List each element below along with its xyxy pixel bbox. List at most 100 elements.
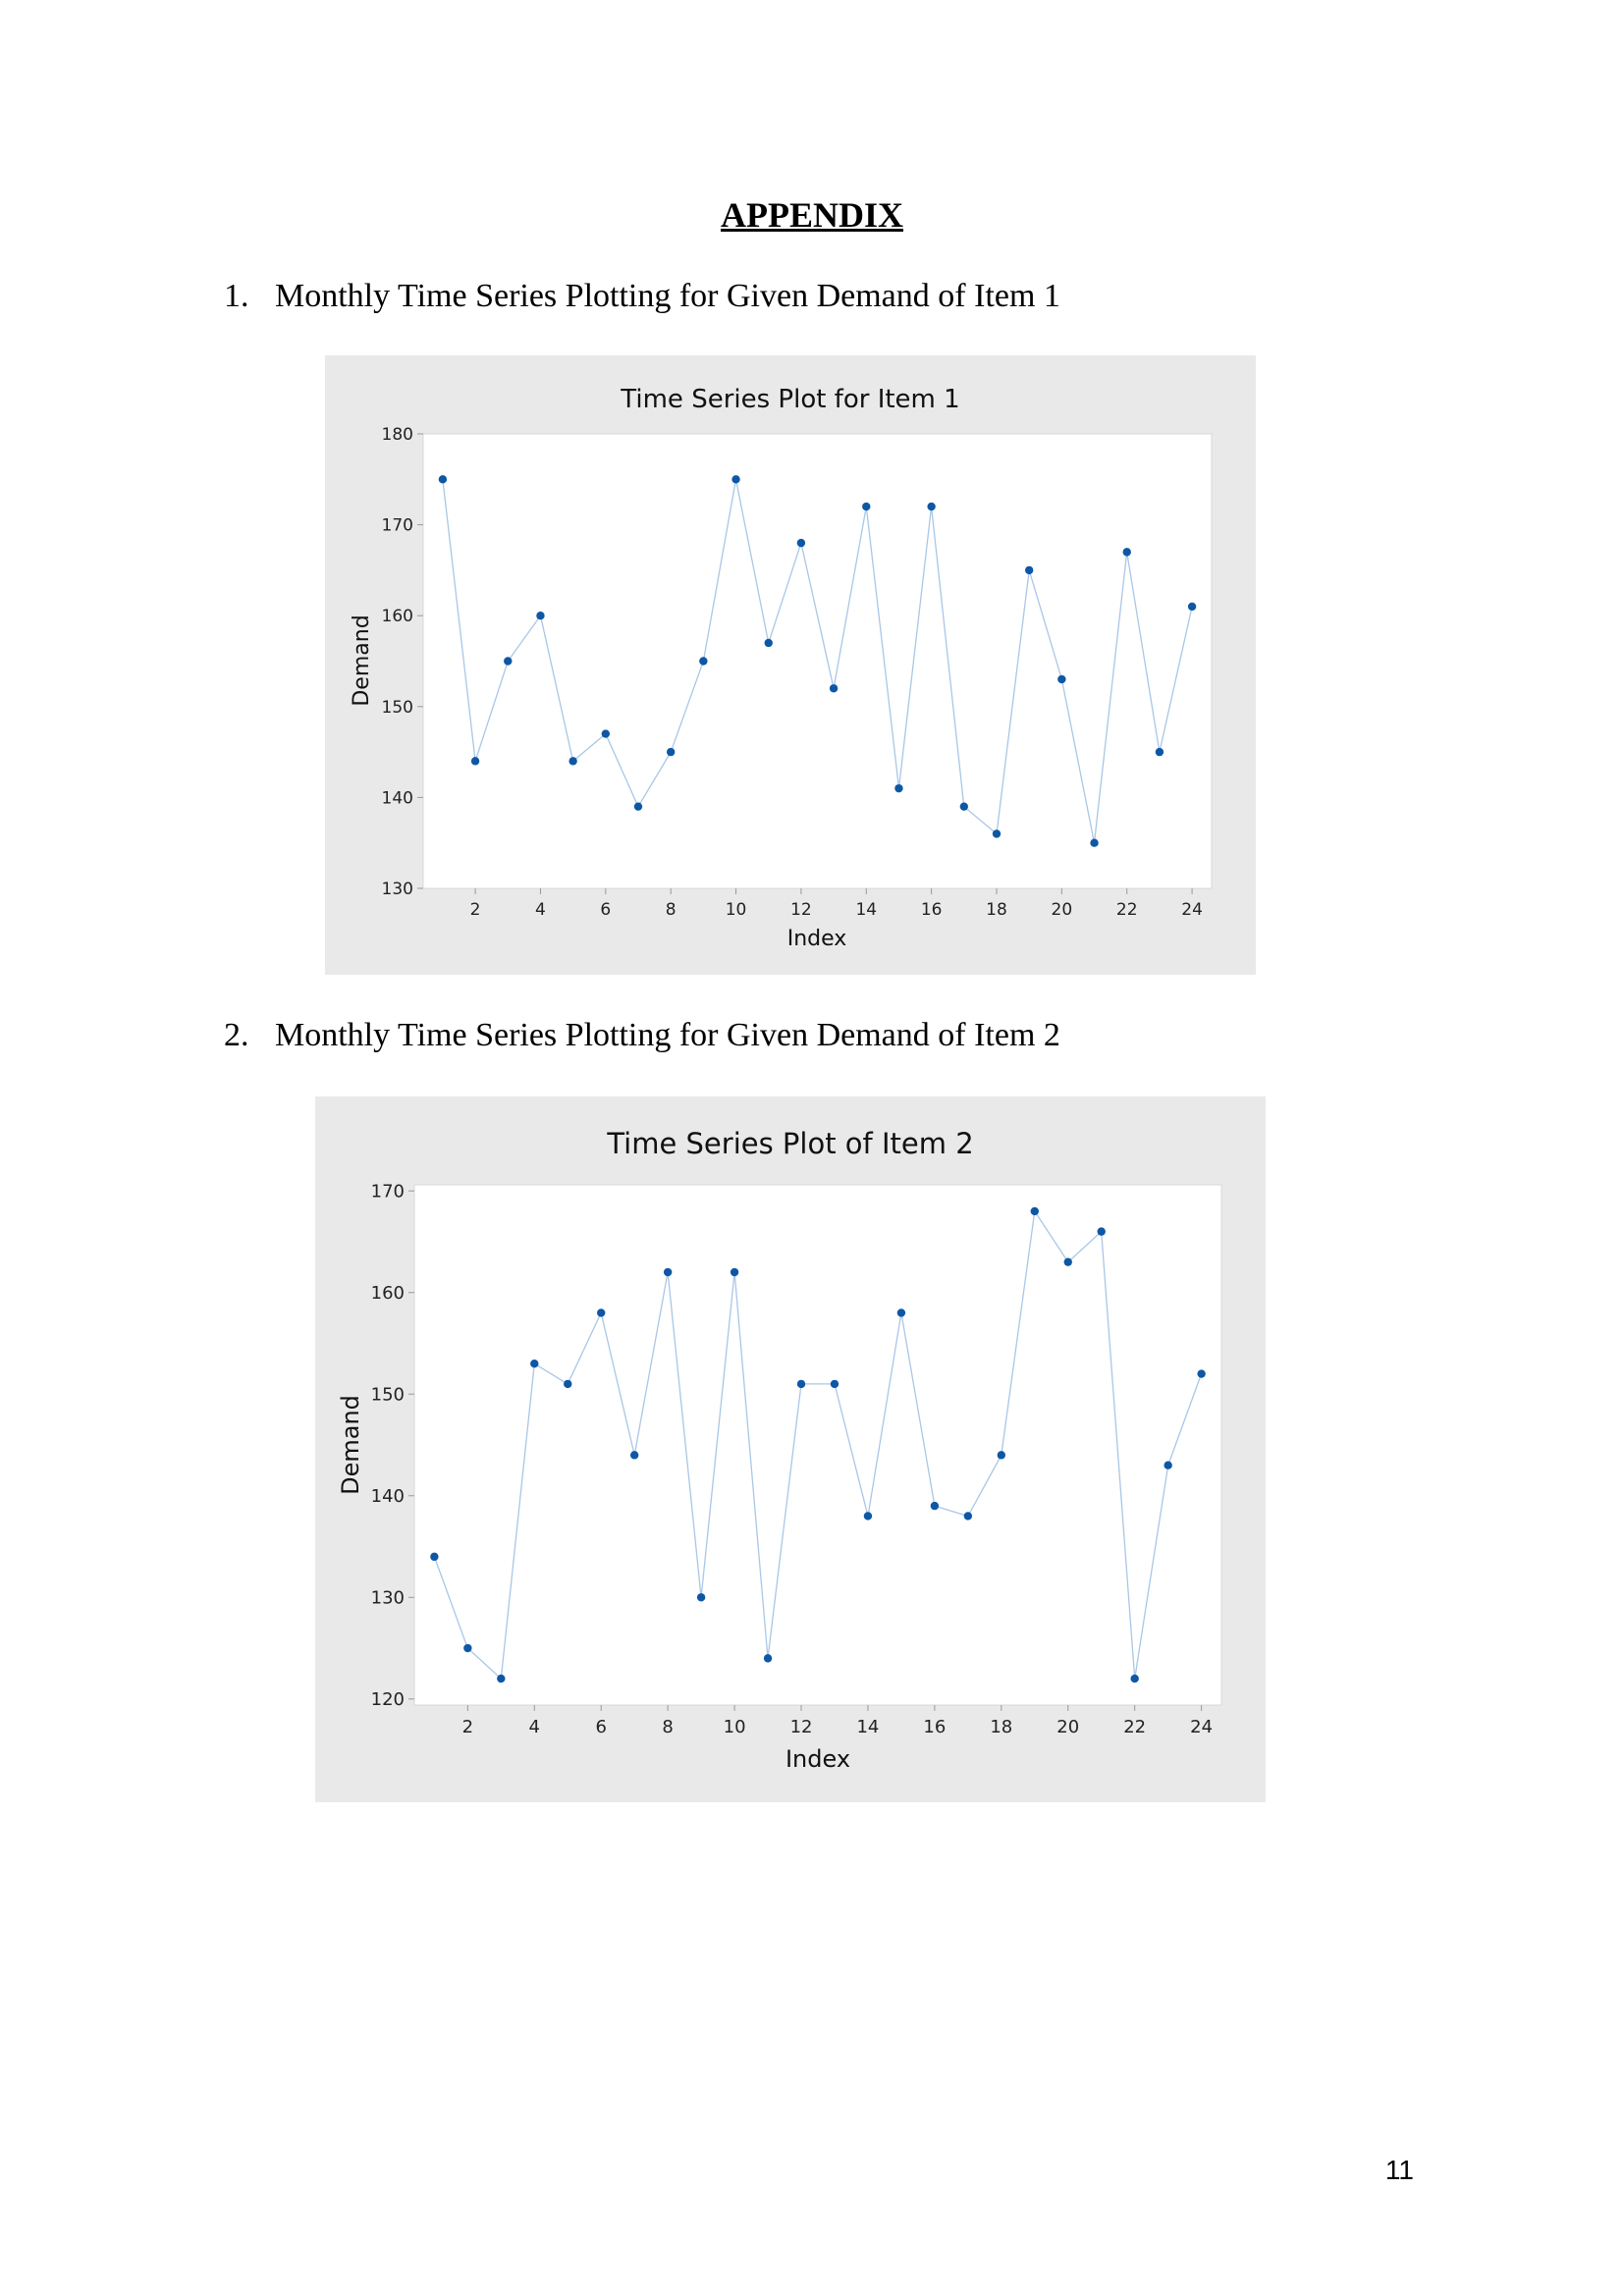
y-tick-label: 160 (382, 607, 413, 626)
x-tick-label: 4 (529, 1717, 540, 1737)
data-point (730, 1267, 739, 1277)
data-point (1164, 1461, 1172, 1469)
data-point (629, 1451, 639, 1460)
data-point (666, 747, 676, 757)
y-tick-label: 140 (371, 1486, 405, 1507)
section-2-heading: 2. Monthly Time Series Plotting for Given… (224, 1014, 1060, 1057)
data-point (568, 757, 577, 766)
data-point (992, 829, 1001, 838)
data-point (997, 1451, 1006, 1460)
data-point (1197, 1369, 1206, 1378)
y-tick-label: 120 (371, 1689, 405, 1710)
data-point (763, 1654, 773, 1663)
page-number: 11 (1384, 2155, 1414, 2185)
data-point (530, 1359, 539, 1368)
x-tick-label: 10 (726, 900, 747, 920)
data-point (764, 638, 773, 648)
y-tick-label: 170 (371, 1182, 405, 1202)
data-point (1057, 674, 1066, 684)
chart-title: Time Series Plot for Item 1 (620, 385, 959, 414)
data-point (463, 1643, 472, 1653)
data-point (1030, 1206, 1039, 1216)
x-tick-label: 14 (856, 1717, 879, 1737)
data-point (830, 1379, 839, 1389)
data-point (430, 1552, 439, 1562)
data-point (696, 1593, 706, 1602)
data-point (894, 783, 903, 793)
chart-item-2-svg: Time Series Plot of Item 2 120 130 140 150 1… (337, 1127, 1222, 1773)
x-tick-label: 4 (535, 900, 546, 920)
x-tick-label: 12 (790, 1717, 813, 1737)
data-point (862, 502, 871, 511)
x-tick-label: 14 (855, 900, 877, 920)
data-point (1155, 747, 1164, 757)
x-tick-label: 6 (600, 900, 611, 920)
plot-area (413, 1184, 1222, 1706)
x-tick-label: 20 (1056, 1717, 1079, 1737)
y-tick-label: 180 (382, 425, 413, 445)
data-point (1090, 838, 1099, 847)
data-point (601, 729, 611, 738)
x-tick-label: 2 (462, 1717, 473, 1737)
data-point (597, 1308, 606, 1317)
x-tick-label: 10 (724, 1717, 746, 1737)
data-point (470, 757, 480, 766)
x-tick-label: 8 (666, 900, 677, 920)
data-point (1187, 602, 1197, 612)
data-point (963, 1512, 973, 1521)
x-tick-label: 22 (1123, 1717, 1146, 1737)
y-tick-label: 130 (371, 1588, 405, 1609)
data-point (927, 502, 936, 511)
series-line (433, 1209, 1203, 1681)
y-tick-label: 170 (382, 516, 413, 536)
data-point (497, 1674, 506, 1683)
data-point (564, 1379, 572, 1389)
x-tick-label: 12 (790, 900, 812, 920)
data-point (863, 1512, 873, 1521)
x-tick-label: 20 (1052, 900, 1073, 920)
y-tick-label: 150 (371, 1385, 405, 1406)
x-tick-label: 22 (1116, 900, 1138, 920)
x-tick-label: 16 (921, 900, 943, 920)
x-tick-label: 8 (662, 1717, 673, 1737)
section-1-heading: 1. Monthly Time Series Plotting for Given… (224, 275, 1060, 318)
y-axis-label: Demand (337, 1395, 364, 1495)
data-point (504, 657, 513, 666)
chart-item-2: Time Series Plot of Item 2 120 130 140 150 1… (315, 1096, 1266, 1802)
section-2-title: Monthly Time Series Plotting for Given D… (275, 1017, 1060, 1053)
data-point (959, 802, 969, 811)
data-point (438, 475, 448, 484)
data-point (829, 684, 839, 693)
x-axis-label: Index (787, 927, 847, 951)
section-2-number: 2. (224, 1017, 249, 1053)
data-point (930, 1501, 940, 1511)
series-line (442, 479, 1193, 843)
x-tick-label: 16 (923, 1717, 946, 1737)
y-axis-label: Demand (350, 614, 374, 706)
data-point (536, 612, 545, 620)
chart-title: Time Series Plot of Item 2 (606, 1127, 973, 1160)
x-tick-label: 2 (470, 900, 481, 920)
y-tick-label: 130 (382, 880, 413, 899)
x-tick-label: 24 (1190, 1717, 1213, 1737)
data-point (731, 475, 740, 484)
x-tick-label: 24 (1181, 900, 1203, 920)
y-tick-label: 150 (382, 698, 413, 718)
data-point (1024, 565, 1034, 575)
chart-item-1-svg: Time Series Plot for Item 1 130 140 150 160… (350, 385, 1213, 951)
data-point (896, 1308, 906, 1317)
data-point (1097, 1227, 1106, 1236)
section-1-number: 1. (224, 278, 249, 314)
data-point (663, 1267, 673, 1277)
y-tick-label: 140 (382, 788, 413, 808)
plot-area (422, 433, 1213, 889)
x-tick-label: 6 (595, 1717, 606, 1737)
page-heading: APPENDIX (721, 195, 903, 235)
data-point (1130, 1674, 1139, 1683)
data-point (1063, 1257, 1072, 1266)
chart-item-1: Time Series Plot for Item 1 130 140 150 160… (325, 355, 1256, 975)
x-axis-label: Index (785, 1745, 850, 1773)
section-1-title: Monthly Time Series Plotting for Given D… (275, 278, 1060, 314)
x-tick-label: 18 (990, 1717, 1012, 1737)
data-point (699, 657, 708, 666)
